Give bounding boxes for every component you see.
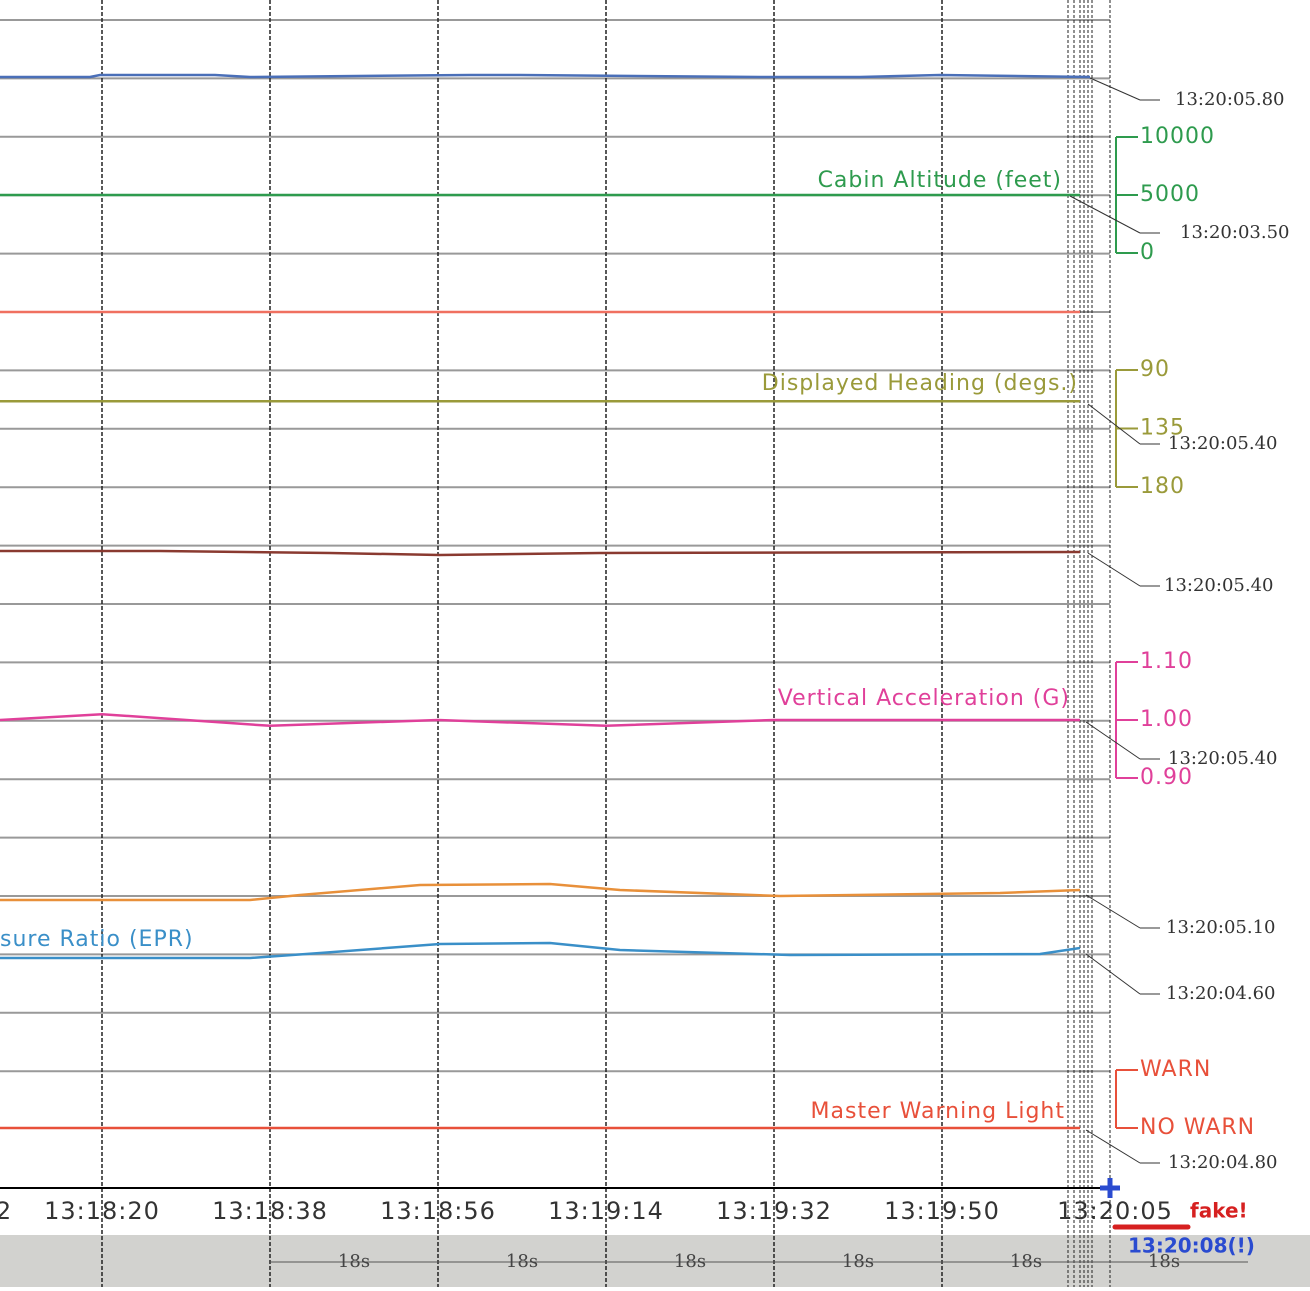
callout: 13:20:04.80 bbox=[1168, 1152, 1277, 1173]
scale-label: 1.10 bbox=[1140, 649, 1193, 674]
time-label: 13:19:50 bbox=[884, 1197, 1000, 1225]
time-band bbox=[0, 1235, 1310, 1287]
callout: 13:20:05.10 bbox=[1166, 917, 1275, 938]
callout: 13:20:05.40 bbox=[1168, 433, 1277, 454]
time-label: 13:18:38 bbox=[212, 1197, 328, 1225]
note: fake! bbox=[1190, 1199, 1248, 1223]
leader bbox=[1085, 721, 1141, 760]
scale-label: NO WARN bbox=[1140, 1115, 1255, 1140]
leader bbox=[1087, 552, 1141, 587]
trace-label: Cabin Altitude (feet) bbox=[818, 168, 1062, 193]
leader bbox=[1087, 403, 1141, 445]
trace-label: sure Ratio (EPR) bbox=[0, 927, 194, 952]
scale-label: 0 bbox=[1140, 240, 1155, 265]
grid bbox=[0, 0, 1111, 1287]
trace bbox=[0, 73, 1091, 79]
interval-label: 18s bbox=[506, 1251, 538, 1272]
scale-label: 10000 bbox=[1140, 124, 1215, 149]
trace-label: Displayed Heading (degs.) bbox=[762, 371, 1078, 396]
trace-label: Master Warning Light bbox=[811, 1099, 1065, 1124]
leader bbox=[1085, 894, 1141, 929]
callout: 13:20:05.80 bbox=[1175, 89, 1284, 110]
interval-label: 18s bbox=[338, 1251, 370, 1272]
time-label: 2 bbox=[0, 1197, 12, 1225]
interval-label: 18s bbox=[1148, 1251, 1180, 1272]
callout: 13:20:05.40 bbox=[1168, 748, 1277, 769]
scale-label: 180 bbox=[1140, 474, 1185, 499]
leader bbox=[1085, 953, 1141, 995]
leader bbox=[1069, 195, 1141, 234]
trace-label: Vertical Acceleration (G) bbox=[778, 686, 1070, 711]
trace bbox=[0, 941, 1081, 960]
interval-label: 18s bbox=[842, 1251, 874, 1272]
callout: 13:20:05.40 bbox=[1164, 575, 1273, 596]
leader bbox=[1089, 77, 1141, 101]
trace bbox=[0, 549, 1081, 557]
cursor bbox=[1100, 1178, 1120, 1198]
interval-label: 18s bbox=[1010, 1251, 1042, 1272]
interval-label: 18s bbox=[674, 1251, 706, 1272]
leader bbox=[1085, 1129, 1141, 1164]
scale-label: 1.00 bbox=[1140, 707, 1193, 732]
trace bbox=[0, 712, 1080, 728]
scale-label: 0.90 bbox=[1140, 765, 1193, 790]
time-label: 13:20:05 bbox=[1057, 1197, 1173, 1225]
scale-label: WARN bbox=[1140, 1057, 1211, 1082]
scale-label: 135 bbox=[1140, 416, 1185, 441]
trace bbox=[0, 882, 1081, 902]
time-label: 13:18:56 bbox=[380, 1197, 496, 1225]
callout: 13:20:04.60 bbox=[1166, 983, 1275, 1004]
time-label: 13:19:14 bbox=[548, 1197, 664, 1225]
time-label: 13:19:32 bbox=[716, 1197, 832, 1225]
actual-time: 13:20:08(!) bbox=[1128, 1234, 1255, 1258]
scale-label: 90 bbox=[1140, 357, 1170, 382]
scale-label: 5000 bbox=[1140, 182, 1200, 207]
time-label: 13:18:20 bbox=[44, 1197, 160, 1225]
callout: 13:20:03.50 bbox=[1180, 222, 1289, 243]
